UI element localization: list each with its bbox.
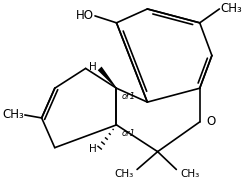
Text: H: H xyxy=(89,62,97,72)
Text: CH₃: CH₃ xyxy=(180,169,199,180)
Text: CH₃: CH₃ xyxy=(2,108,24,121)
Text: or1: or1 xyxy=(122,129,136,138)
Text: O: O xyxy=(206,115,216,128)
Text: CH₃: CH₃ xyxy=(220,2,242,15)
Text: CH₃: CH₃ xyxy=(114,169,133,180)
Text: or1: or1 xyxy=(122,92,136,101)
Text: H: H xyxy=(89,144,97,154)
Polygon shape xyxy=(98,67,117,89)
Text: HO: HO xyxy=(76,9,94,22)
